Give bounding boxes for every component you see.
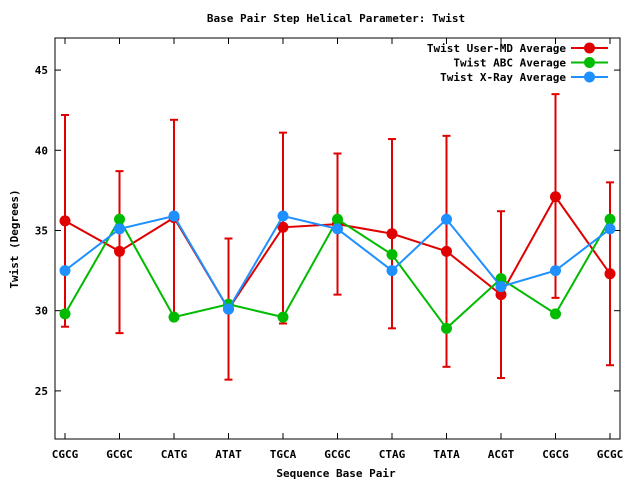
data-point [59, 215, 71, 227]
data-point [441, 322, 452, 334]
x-tick-label: ATAT [215, 448, 242, 461]
data-point [114, 213, 125, 225]
chart-title: Base Pair Step Helical Parameter: Twist [207, 12, 465, 25]
data-point [168, 210, 180, 222]
data-point [386, 228, 398, 240]
x-tick-label: CGCG [542, 448, 569, 461]
data-point [223, 303, 234, 315]
data-point [550, 191, 561, 203]
y-tick-label: 45 [35, 64, 48, 77]
data-point [441, 245, 452, 257]
legend-marker [584, 42, 595, 54]
data-point [495, 273, 507, 285]
data-point [168, 311, 180, 323]
series-3 [59, 210, 616, 315]
data-point [604, 268, 616, 280]
data-point [277, 311, 289, 323]
x-tick-label: CATG [161, 448, 188, 461]
x-tick-label: ACGT [488, 448, 515, 461]
data-point [604, 223, 616, 235]
y-tick-label: 35 [35, 224, 48, 237]
data-point [114, 245, 125, 257]
x-tick-label: TATA [433, 448, 460, 461]
data-point [59, 265, 71, 277]
x-tick-label: TGCA [270, 448, 297, 461]
x-tick-label: GCGC [597, 448, 624, 461]
x-tick-label: CGCG [52, 448, 79, 461]
series-layer [59, 93, 616, 381]
x-axis-title: Sequence Base Pair [276, 467, 396, 480]
x-tick-label: GCGC [324, 448, 351, 461]
data-point [332, 213, 343, 225]
legend: Twist User-MD Average Twist ABC AverageTw… [427, 42, 608, 84]
data-point [277, 221, 289, 233]
x-tick-label: GCGC [106, 448, 133, 461]
x-tick-label: CTAG [379, 448, 406, 461]
y-tick-label: 25 [35, 385, 48, 398]
data-point [114, 223, 125, 235]
data-point [495, 281, 507, 293]
data-point [59, 308, 71, 320]
legend-label: Twist ABC Average [453, 57, 566, 70]
data-point [386, 265, 398, 277]
legend-marker [584, 71, 595, 83]
data-point [277, 210, 289, 222]
series-1 [59, 93, 616, 381]
y-axis-title: Twist (Degrees) [8, 189, 21, 288]
legend-label: Twist User-MD Average [427, 42, 566, 55]
data-point [604, 213, 616, 225]
legend-label: Twist X-Ray Average [440, 71, 566, 84]
data-point [441, 213, 452, 225]
data-point [332, 223, 343, 235]
y-tick-label: 30 [35, 305, 48, 318]
axis-ticks: 25 30 35 40 45 CGCG GCGC CATG ATAT TGCA GCGC CTAG TA… [35, 38, 624, 461]
data-point [386, 249, 398, 261]
data-point [550, 308, 561, 320]
data-point [495, 289, 507, 301]
data-point [550, 265, 561, 277]
y-tick-label: 40 [35, 144, 48, 157]
legend-marker [584, 57, 595, 68]
